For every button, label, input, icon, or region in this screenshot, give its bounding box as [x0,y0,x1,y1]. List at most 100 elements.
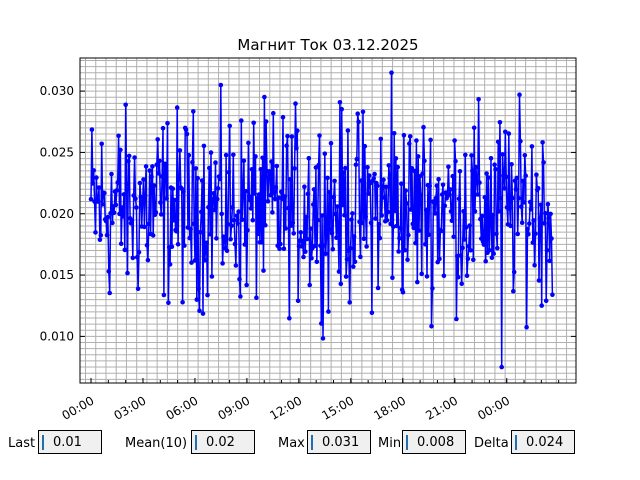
data-point [371,176,377,181]
data-point [300,238,305,244]
min-value-field[interactable]: 0.008 [402,430,466,454]
data-point [545,201,551,207]
data-point [293,101,298,106]
text-caret [42,435,44,450]
data-point [309,255,314,261]
data-point [333,211,338,217]
series-line [90,72,554,368]
data-point [328,140,334,146]
data-point [536,278,542,283]
data-point [251,120,256,126]
x-tick-label: 18:00 [371,393,408,422]
data-point [532,263,537,268]
data-point [170,186,176,191]
data-point [308,226,313,231]
data-point [353,162,359,168]
data-point [183,127,189,132]
data-point [345,128,351,133]
data-point [448,209,454,214]
data-point [413,240,418,246]
data-point [322,151,328,156]
data-point [194,297,200,302]
data-point [343,274,349,279]
data-point [174,229,179,234]
data-point [535,186,541,191]
data-point [298,230,304,235]
y-tick-label: 0.020 [40,207,74,221]
data-point [510,195,515,201]
data-point [366,191,371,196]
data-point [227,123,232,129]
data-point [260,155,265,161]
data-point [238,294,243,299]
data-point [279,189,284,195]
data-point [225,222,231,227]
data-point [291,231,297,236]
data-point [157,158,162,164]
data-point [451,234,457,240]
data-point [463,225,469,230]
data-point [111,210,117,216]
data-point [115,180,120,185]
data-point [195,175,200,181]
data-point [271,110,276,116]
data-point [446,164,451,169]
data-point [324,232,329,237]
data-point [349,217,354,222]
data-point [531,218,536,223]
data-point [359,220,365,226]
data-point [528,207,534,212]
data-point [363,214,369,219]
data-point [307,282,313,288]
data-point [295,128,300,133]
data-point [401,132,407,138]
data-point [514,175,520,181]
data-point [449,218,455,223]
stats-bar: Last 0.01 Mean(10) 0.02 Max 0.031 Min 0.… [0,430,640,458]
data-point [210,197,216,202]
delta-value: 0.024 [526,435,564,450]
data-point [320,336,326,341]
data-point [188,226,193,232]
data-point [422,158,427,164]
data-point [404,201,409,206]
data-point [262,94,267,100]
data-point [423,207,429,213]
last-value-field[interactable]: 0.01 [38,430,102,454]
data-point [281,246,287,252]
data-point [392,208,398,214]
plot-series [88,70,555,370]
data-point [105,214,111,220]
data-point [274,163,280,169]
data-point [154,162,160,167]
data-point [172,197,177,203]
data-point [143,164,149,169]
max-value-field[interactable]: 0.031 [307,430,371,454]
mean-label: Mean(10) [125,436,188,451]
data-point [416,228,422,233]
data-point [336,269,342,274]
data-point [273,185,279,190]
data-point [533,231,538,237]
data-point [456,196,462,201]
data-point [282,194,288,199]
data-point [440,182,446,188]
data-point [530,240,536,245]
x-tick-label: 21:00 [423,393,460,422]
mean-value-field[interactable]: 0.02 [191,430,255,454]
delta-value-field[interactable]: 0.024 [511,430,575,454]
data-point [373,216,378,221]
data-point [110,220,115,226]
data-point [332,178,337,184]
data-point [375,183,380,189]
last-label: Last [8,436,36,451]
data-point [144,242,150,248]
data-point [134,205,139,210]
data-point [114,188,120,193]
data-point [540,140,545,145]
data-point [149,174,154,179]
data-point [364,244,369,249]
y-tick-label: 0.010 [40,329,74,343]
data-point [280,114,286,120]
data-point [521,200,527,205]
